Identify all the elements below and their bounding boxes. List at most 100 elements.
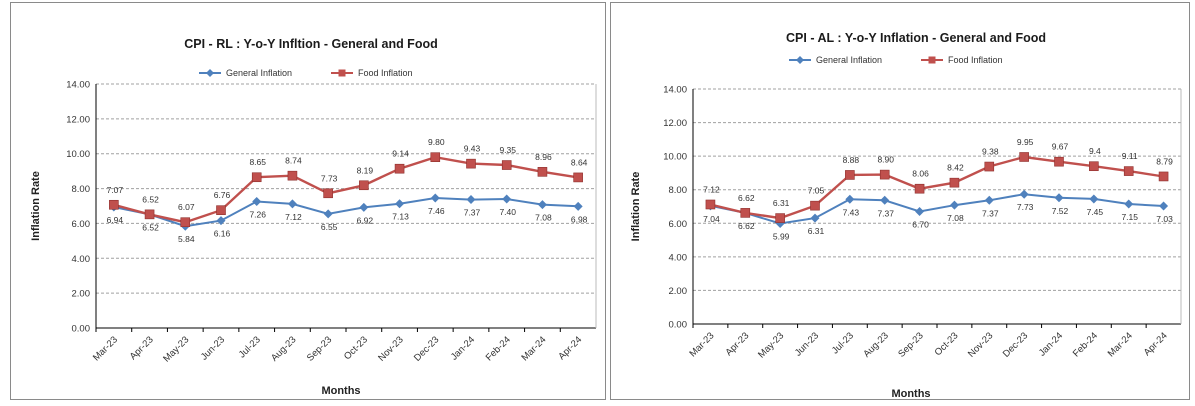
data-label-general: 7.15 — [1121, 212, 1138, 222]
point-general — [949, 200, 959, 210]
data-label-general: 6.70 — [912, 220, 929, 230]
data-label-food: 6.31 — [773, 198, 790, 208]
x-tick-label: May-23 — [161, 334, 191, 364]
data-label-general: 6.31 — [808, 226, 825, 236]
data-label-food: 9.95 — [1017, 137, 1034, 147]
data-label-food: 7.12 — [703, 184, 720, 194]
point-food — [1054, 156, 1064, 167]
point-general — [252, 196, 262, 206]
point-food — [359, 180, 369, 191]
data-label-general: 5.84 — [178, 234, 195, 244]
data-label-general: 7.26 — [249, 209, 266, 219]
point-general — [430, 193, 440, 203]
x-tick-label: Oct-23 — [342, 334, 370, 362]
series-line-food — [710, 155, 1164, 220]
point-food — [287, 170, 298, 181]
x-tick-label: Sep-23 — [305, 334, 334, 363]
data-label-food: 8.88 — [843, 155, 860, 165]
point-food — [705, 199, 716, 210]
x-tick-label: Feb-24 — [484, 334, 513, 363]
data-label-food: 6.76 — [214, 190, 231, 200]
x-tick-label: Jan-24 — [449, 334, 477, 362]
point-food — [740, 208, 751, 218]
point-general — [466, 195, 476, 205]
point-food — [914, 183, 925, 194]
data-label-food: 6.07 — [178, 202, 195, 212]
point-food — [984, 161, 995, 172]
data-label-food: 8.64 — [571, 157, 588, 167]
data-label-general: 7.37 — [877, 208, 894, 218]
point-general — [915, 207, 925, 217]
y-tick-label: 2.00 — [669, 286, 688, 297]
point-food — [251, 172, 262, 183]
data-label-food: 6.62 — [738, 193, 755, 203]
data-label-food: 7.05 — [808, 186, 825, 196]
x-tick-label: Mar-23 — [91, 334, 120, 363]
point-food — [1158, 171, 1169, 182]
x-tick-label: Apr-24 — [1142, 330, 1170, 358]
data-label-food: 8.96 — [535, 152, 552, 162]
point-general — [1124, 199, 1134, 209]
data-label-food: 9.35 — [499, 145, 516, 155]
y-tick-label: 14.00 — [66, 80, 90, 91]
chart-panel-al: CPI - AL : Y-o-Y Inflation - General and… — [610, 2, 1190, 400]
x-tick-label: Feb-24 — [1071, 330, 1100, 359]
data-label-general: 7.12 — [285, 212, 302, 222]
point-general — [1019, 189, 1029, 199]
data-label-food: 8.06 — [912, 169, 929, 179]
x-tick-label: Jul-23 — [830, 330, 856, 356]
chart-panel-rl: CPI - RL : Y-o-Y Infltion - General and … — [10, 2, 606, 400]
data-label-food: 7.73 — [321, 173, 338, 183]
x-tick-label: May-23 — [756, 330, 786, 360]
x-axis-label: Months — [891, 388, 930, 399]
y-tick-label: 4.00 — [669, 252, 688, 263]
point-general — [287, 199, 297, 209]
data-label-general: 6.62 — [738, 221, 755, 231]
data-label-food: 9.38 — [982, 147, 999, 157]
data-label-general: 7.08 — [947, 213, 964, 223]
y-tick-label: 2.00 — [72, 289, 91, 300]
x-tick-label: Dec-23 — [412, 334, 441, 363]
x-tick-label: Mar-24 — [519, 334, 548, 363]
x-tick-label: Dec-23 — [1001, 330, 1030, 359]
data-label-general: 6.55 — [321, 222, 338, 232]
data-label-general: 7.08 — [535, 213, 552, 223]
x-tick-label: Apr-23 — [128, 334, 156, 362]
y-tick-label: 10.00 — [66, 149, 90, 160]
data-label-general: 7.37 — [982, 208, 999, 218]
point-food — [1089, 161, 1099, 172]
data-label-food: 6.52 — [142, 194, 159, 204]
legend-marker-general-icon — [206, 69, 214, 77]
data-label-general: 7.45 — [1087, 207, 1104, 217]
data-label-general: 7.46 — [428, 206, 445, 216]
data-label-general: 7.43 — [843, 207, 860, 217]
y-axis-label: Inflation Rate — [630, 172, 642, 242]
y-tick-label: 12.00 — [66, 114, 90, 125]
data-label-general: 7.04 — [703, 214, 720, 224]
point-food — [879, 169, 890, 180]
x-tick-label: Mar-24 — [1106, 330, 1135, 359]
y-tick-label: 4.00 — [72, 254, 91, 265]
series-line-general — [113, 196, 579, 228]
point-food — [949, 177, 960, 188]
point-food — [1019, 152, 1029, 162]
point-food — [216, 205, 226, 215]
legend-label-general: General Inflation — [816, 55, 882, 65]
x-tick-label: Apr-23 — [723, 330, 751, 358]
point-food — [180, 217, 191, 228]
legend-marker-food-icon — [928, 56, 936, 64]
x-tick-label: Aug-23 — [861, 330, 890, 359]
point-food — [109, 199, 119, 210]
data-label-food: 9.4 — [1089, 146, 1101, 156]
point-general — [216, 216, 226, 226]
point-food — [775, 213, 785, 223]
series-line-general — [710, 193, 1164, 225]
data-label-food: 8.90 — [877, 155, 894, 165]
x-tick-label: Nov-23 — [376, 334, 405, 363]
point-food — [394, 163, 405, 174]
x-tick-label: Oct-23 — [933, 330, 961, 358]
point-food — [573, 172, 583, 183]
data-label-general: 5.99 — [773, 231, 790, 241]
data-label-general: 7.03 — [1156, 214, 1173, 224]
